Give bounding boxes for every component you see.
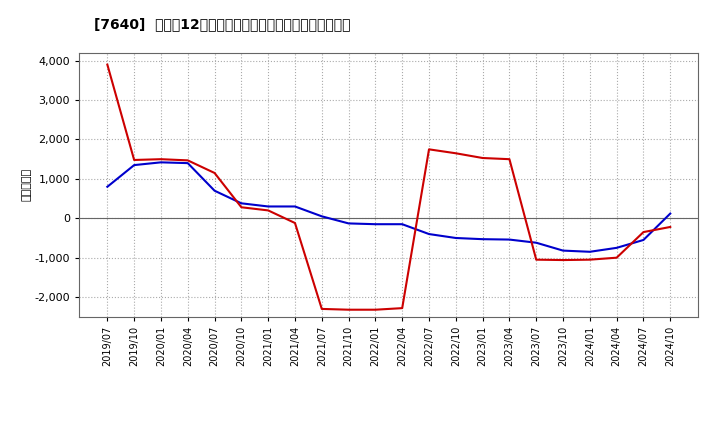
当期純利益	[532, 257, 541, 262]
経常利益	[585, 249, 594, 254]
当期純利益	[318, 306, 326, 312]
Y-axis label: （百万円）: （百万円）	[22, 168, 32, 202]
経常利益	[103, 184, 112, 189]
当期純利益	[425, 147, 433, 152]
経常利益	[237, 201, 246, 206]
経常利益	[425, 231, 433, 237]
経常利益	[371, 222, 379, 227]
経常利益	[559, 248, 567, 253]
当期純利益	[398, 305, 407, 311]
当期純利益	[237, 205, 246, 210]
経常利益	[157, 160, 166, 165]
経常利益	[505, 237, 514, 242]
Text: [7640]  利益だ12か月移動合計の対前年同期増減額の推移: [7640] 利益だ12か月移動合計の対前年同期増減額の推移	[94, 18, 350, 32]
Line: 当期純利益: 当期純利益	[107, 65, 670, 310]
経常利益	[130, 162, 138, 168]
経常利益	[184, 161, 192, 166]
経常利益	[344, 221, 353, 226]
当期純利益	[103, 62, 112, 67]
当期純利益	[210, 170, 219, 176]
当期純利益	[157, 157, 166, 162]
経常利益	[264, 204, 272, 209]
当期純利益	[184, 158, 192, 163]
経常利益	[612, 245, 621, 250]
当期純利益	[585, 257, 594, 262]
当期純利益	[344, 307, 353, 312]
当期純利益	[639, 229, 648, 235]
経常利益	[210, 188, 219, 193]
当期純利益	[291, 220, 300, 226]
経常利益	[318, 214, 326, 219]
当期純利益	[559, 257, 567, 263]
経常利益	[451, 235, 460, 241]
経常利益	[478, 237, 487, 242]
経常利益	[666, 211, 675, 216]
当期純利益	[612, 255, 621, 260]
当期純利益	[264, 208, 272, 213]
当期純利益	[505, 157, 514, 162]
Line: 経常利益: 経常利益	[107, 162, 670, 252]
経常利益	[291, 204, 300, 209]
当期純利益	[371, 307, 379, 312]
Legend: 経常利益, 当期純利益: 経常利益, 当期純利益	[293, 434, 485, 440]
当期純利益	[451, 150, 460, 156]
経常利益	[398, 222, 407, 227]
当期純利益	[666, 224, 675, 230]
経常利益	[532, 240, 541, 246]
当期純利益	[130, 158, 138, 163]
経常利益	[639, 237, 648, 242]
当期純利益	[478, 155, 487, 161]
